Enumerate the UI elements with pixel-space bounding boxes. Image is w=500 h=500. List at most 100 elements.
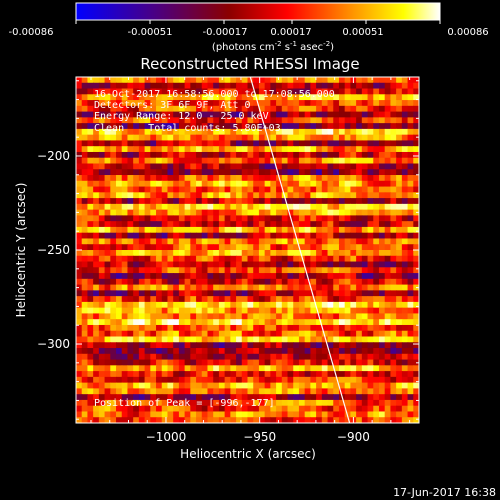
- heatmap-cell: [98, 244, 106, 251]
- heatmap-cell: [396, 250, 403, 257]
- heatmap-cell: [378, 180, 386, 188]
- heatmap-cell: [184, 209, 191, 216]
- heatmap-cell: [390, 169, 397, 176]
- heatmap-cell: [390, 342, 397, 349]
- heatmap-cell: [361, 163, 369, 170]
- heatmap-cell: [390, 324, 397, 332]
- heatmap-cell: [373, 273, 380, 280]
- heatmap-cell: [378, 284, 386, 291]
- heatmap-cell: [396, 371, 403, 378]
- heatmap-cell: [190, 192, 197, 199]
- heatmap-cell: [110, 134, 117, 142]
- heatmap-cell: [384, 394, 392, 401]
- heatmap-cell: [378, 88, 386, 95]
- heatmap-cell: [281, 221, 289, 228]
- heatmap-cell: [196, 88, 203, 95]
- heatmap-cell: [316, 226, 323, 234]
- heatmap-cell: [361, 273, 369, 280]
- heatmap-cell: [184, 394, 191, 401]
- heatmap-cell: [310, 365, 317, 372]
- heatmap-cell: [413, 313, 419, 320]
- heatmap-cell: [281, 203, 289, 211]
- heatmap-cell: [161, 301, 169, 309]
- heatmap-cell: [224, 198, 231, 205]
- heatmap-cell: [110, 226, 117, 234]
- heatmap-cell: [173, 146, 180, 153]
- heatmap-cell: [207, 82, 214, 90]
- heatmap-cell: [190, 365, 197, 372]
- heatmap-cell: [116, 284, 123, 291]
- heatmap-cell: [156, 151, 163, 159]
- heatmap-cell: [396, 342, 403, 349]
- heatmap-cell: [276, 94, 283, 101]
- heatmap-cell: [76, 163, 83, 170]
- heatmap-cell: [236, 330, 243, 338]
- heatmap-cell: [224, 336, 231, 343]
- heatmap-cell: [367, 123, 374, 130]
- heatmap-cell: [224, 180, 231, 188]
- heatmap-cell: [230, 186, 237, 193]
- heatmap-cell: [218, 301, 226, 309]
- heatmap-cell: [173, 359, 180, 366]
- heatmap-cell: [224, 232, 231, 240]
- heatmap-cell: [270, 405, 277, 413]
- heatmap-cell: [133, 336, 140, 343]
- heatmap-cell: [93, 111, 100, 118]
- heatmap-cell: [190, 180, 197, 188]
- heatmap-cell: [367, 175, 374, 182]
- heatmap-cell: [270, 307, 277, 315]
- heatmap-cell: [281, 376, 289, 384]
- heatmap-cell: [367, 324, 374, 332]
- heatmap-cell: [150, 411, 157, 418]
- heatmap-cell: [87, 117, 94, 124]
- heatmap-cell: [230, 250, 237, 257]
- heatmap-cell: [413, 157, 419, 165]
- heatmap-cell: [367, 290, 374, 297]
- heatmap-cell: [207, 399, 214, 407]
- heatmap-cell: [367, 88, 374, 95]
- y-axis-label: Heliocentric Y (arcsec): [14, 183, 28, 318]
- heatmap-cell: [310, 330, 317, 338]
- heatmap-cell: [344, 169, 351, 176]
- heatmap-cell: [344, 94, 351, 101]
- heatmap-cell: [270, 238, 277, 245]
- heatmap-cell: [241, 330, 249, 338]
- heatmap-cell: [201, 382, 209, 389]
- heatmap-cell: [201, 261, 209, 268]
- heatmap-cell: [190, 348, 197, 355]
- heatmap-cell: [230, 100, 237, 107]
- heatmap-cell: [93, 198, 100, 205]
- heatmap-cell: [138, 376, 146, 384]
- heatmap-cell: [144, 255, 151, 263]
- heatmap-cell: [230, 267, 237, 274]
- heatmap-cell: [156, 376, 163, 384]
- heatmap-cell: [253, 77, 260, 84]
- heatmap-cell: [76, 198, 83, 205]
- heatmap-cell: [276, 250, 283, 257]
- heatmap-cell: [247, 388, 254, 395]
- heatmap-cell: [190, 324, 197, 332]
- heatmap-cell: [373, 186, 380, 193]
- heatmap-cell: [241, 267, 249, 274]
- heatmap-cell: [270, 417, 277, 423]
- heatmap-cell: [161, 267, 169, 274]
- heatmap-cell: [344, 348, 351, 355]
- heatmap-cell: [361, 238, 369, 245]
- heatmap-cell: [127, 348, 134, 355]
- heatmap-cell: [156, 417, 163, 423]
- heatmap-cell: [150, 250, 157, 257]
- heatmap-cell: [396, 82, 403, 90]
- heatmap-cell: [121, 405, 129, 413]
- heatmap-cell: [110, 290, 117, 297]
- heatmap-cell: [207, 250, 214, 257]
- heatmap-cell: [361, 394, 369, 401]
- heatmap-cell: [167, 348, 174, 355]
- heatmap-cell: [116, 255, 123, 263]
- heatmap-cell: [93, 348, 100, 355]
- heatmap-cell: [178, 105, 186, 113]
- heatmap-cell: [356, 267, 363, 274]
- heatmap-cell: [293, 382, 300, 389]
- heatmap-cell: [224, 117, 231, 124]
- heatmap-cell: [213, 411, 220, 418]
- heatmap-cell: [321, 278, 329, 286]
